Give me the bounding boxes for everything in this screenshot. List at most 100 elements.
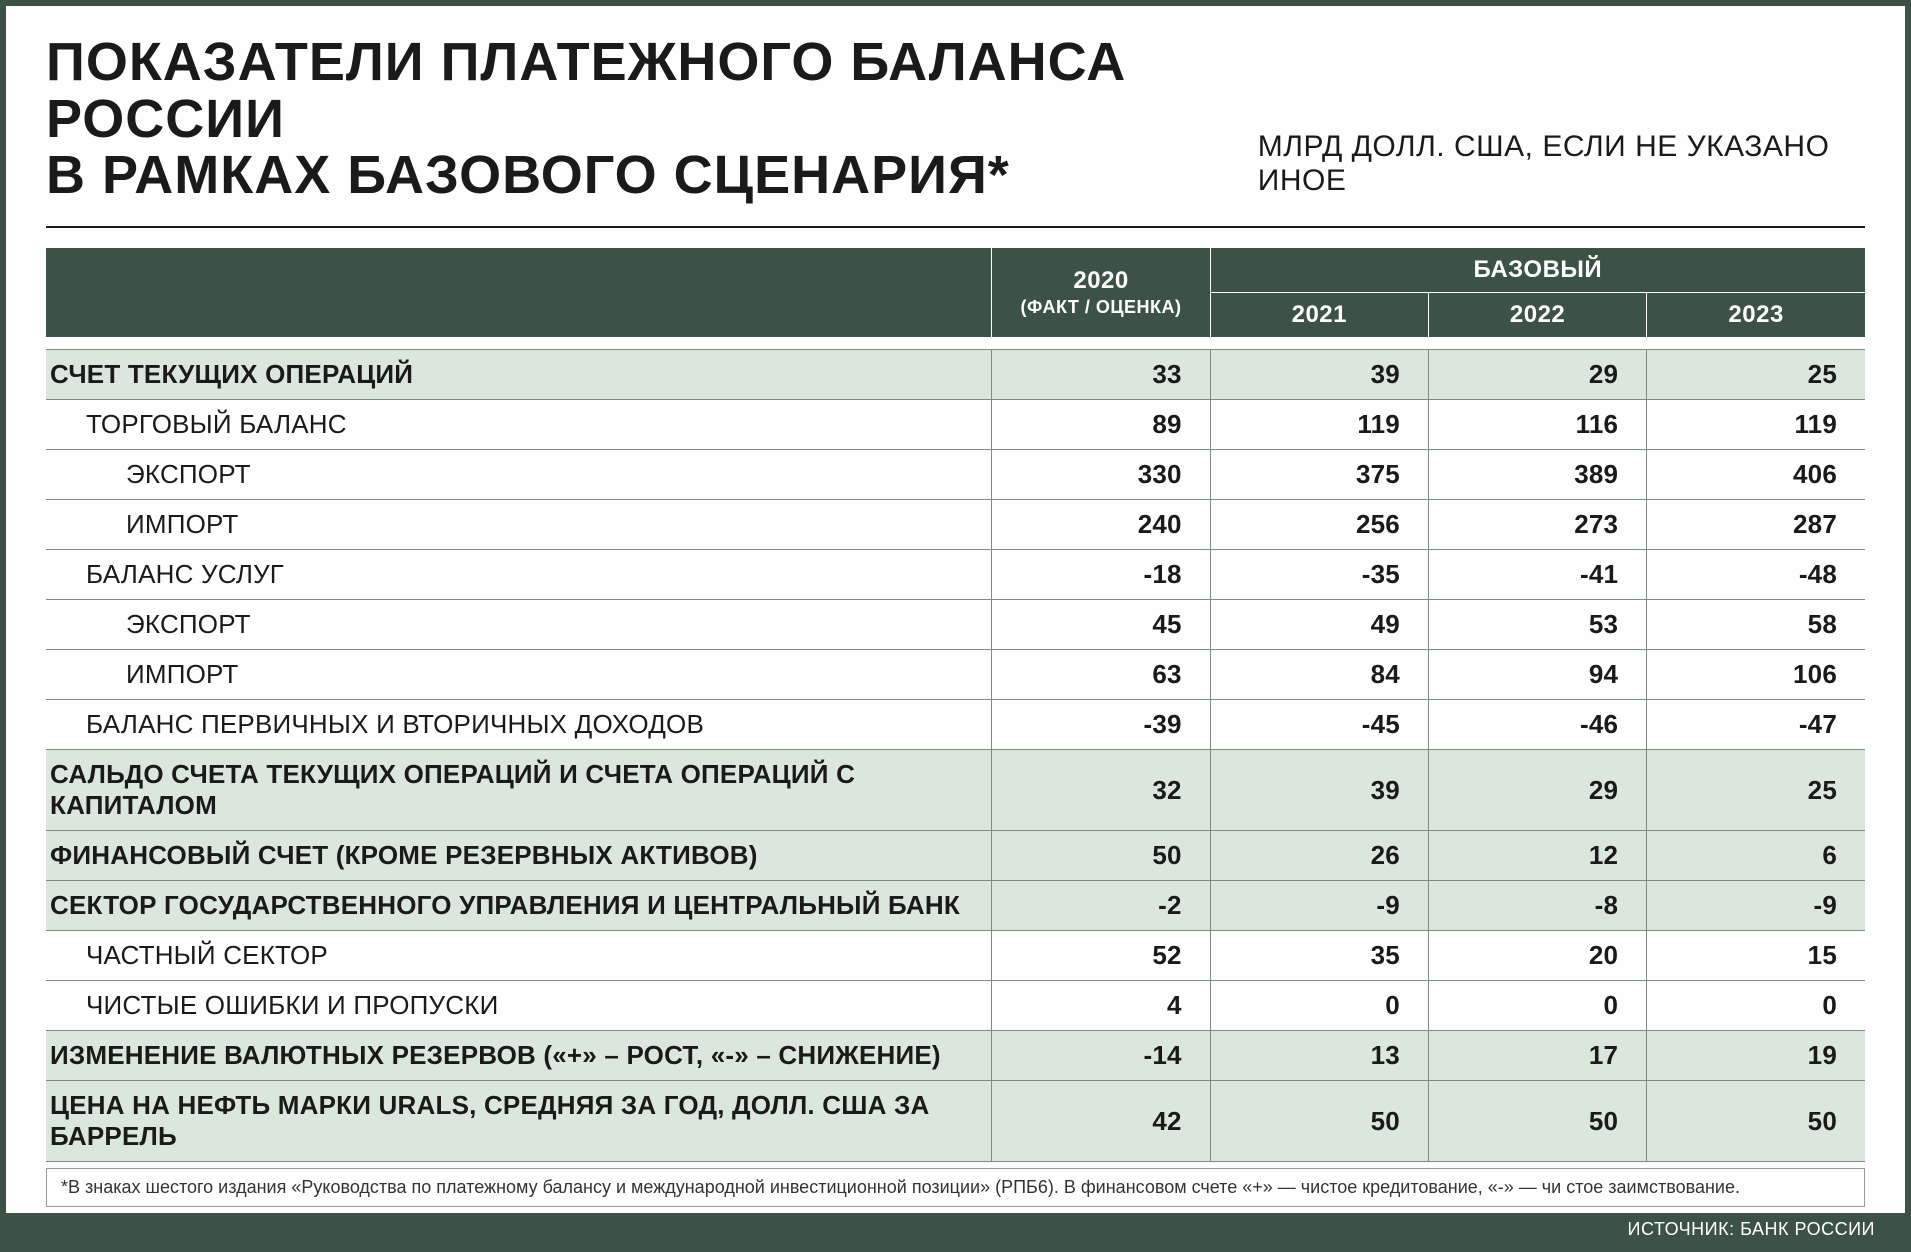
row-value: 273 — [1428, 500, 1646, 550]
row-value: 50 — [1428, 1081, 1646, 1162]
row-value: 33 — [992, 350, 1210, 400]
row-value: -18 — [992, 550, 1210, 600]
row-value: 20 — [1428, 931, 1646, 981]
row-value: 330 — [992, 450, 1210, 500]
title-block: ПОКАЗАТЕЛИ ПЛАТЕЖНОГО БАЛАНСА РОССИИ В Р… — [46, 34, 1865, 228]
row-label: ЧИСТЫЕ ОШИБКИ И ПРОПУСКИ — [46, 981, 992, 1031]
row-label: ФИНАНСОВЫЙ СЧЕТ (КРОМЕ РЕЗЕРВНЫХ АКТИВОВ… — [46, 831, 992, 881]
table-body: СЧЕТ ТЕКУЩИХ ОПЕРАЦИЙ33392925ТОРГОВЫЙ БА… — [46, 350, 1865, 1162]
row-value: 240 — [992, 500, 1210, 550]
row-value: -41 — [1428, 550, 1646, 600]
table-row: ФИНАНСОВЫЙ СЧЕТ (КРОМЕ РЕЗЕРВНЫХ АКТИВОВ… — [46, 831, 1865, 881]
row-value: -2 — [992, 881, 1210, 931]
table-row: САЛЬДО СЧЕТА ТЕКУЩИХ ОПЕРАЦИЙ И СЧЕТА ОП… — [46, 750, 1865, 831]
row-value: -45 — [1210, 700, 1428, 750]
row-label: ЭКСПОРТ — [46, 600, 992, 650]
row-label: СЧЕТ ТЕКУЩИХ ОПЕРАЦИЙ — [46, 350, 992, 400]
col-2021: 2021 — [1210, 293, 1428, 338]
row-value: 287 — [1647, 500, 1865, 550]
row-value: -35 — [1210, 550, 1428, 600]
row-label: ИМПОРТ — [46, 500, 992, 550]
row-value: 63 — [992, 650, 1210, 700]
row-value: 119 — [1210, 400, 1428, 450]
table-row: ТОРГОВЫЙ БАЛАНС89119116119 — [46, 400, 1865, 450]
outer-frame: ПОКАЗАТЕЛИ ПЛАТЕЖНОГО БАЛАНСА РОССИИ В Р… — [0, 0, 1911, 1252]
row-value: 256 — [1210, 500, 1428, 550]
table-row: БАЛАНС УСЛУГ-18-35-41-48 — [46, 550, 1865, 600]
col-2023: 2023 — [1647, 293, 1865, 338]
row-value: -39 — [992, 700, 1210, 750]
row-value: -8 — [1428, 881, 1646, 931]
row-label: САЛЬДО СЧЕТА ТЕКУЩИХ ОПЕРАЦИЙ И СЧЕТА ОП… — [46, 750, 992, 831]
table-row: ЧАСТНЫЙ СЕКТОР52352015 — [46, 931, 1865, 981]
row-label: ЦЕНА НА НЕФТЬ МАРКИ URALS, СРЕДНЯЯ ЗА ГО… — [46, 1081, 992, 1162]
row-value: 15 — [1647, 931, 1865, 981]
table-row: СЕКТОР ГОСУДАРСТВЕННОГО УПРАВЛЕНИЯ И ЦЕН… — [46, 881, 1865, 931]
row-value: 42 — [992, 1081, 1210, 1162]
table-row: ЦЕНА НА НЕФТЬ МАРКИ URALS, СРЕДНЯЯ ЗА ГО… — [46, 1081, 1865, 1162]
row-value: 6 — [1647, 831, 1865, 881]
row-label: БАЛАНС УСЛУГ — [46, 550, 992, 600]
row-value: 12 — [1428, 831, 1646, 881]
row-value: 25 — [1647, 350, 1865, 400]
col-2020-label: 2020 — [1073, 267, 1128, 294]
row-value: -9 — [1210, 881, 1428, 931]
col-2020: 2020 (ФАКТ / ОЦЕНКА) — [992, 248, 1210, 338]
table-row: ИЗМЕНЕНИЕ ВАЛЮТНЫХ РЕЗЕРВОВ («+» – РОСТ,… — [46, 1031, 1865, 1081]
col-2020-sub: (ФАКТ / ОЦЕНКА) — [996, 297, 1205, 318]
row-value: 39 — [1210, 350, 1428, 400]
row-value: 35 — [1210, 931, 1428, 981]
table-row: ЭКСПОРТ330375389406 — [46, 450, 1865, 500]
table-row: ЧИСТЫЕ ОШИБКИ И ПРОПУСКИ4000 — [46, 981, 1865, 1031]
row-value: 50 — [1210, 1081, 1428, 1162]
row-value: 29 — [1428, 750, 1646, 831]
row-label: ИМПОРТ — [46, 650, 992, 700]
balance-table: 2020 (ФАКТ / ОЦЕНКА) БАЗОВЫЙ 2021 2022 2… — [46, 248, 1865, 1162]
table-row: БАЛАНС ПЕРВИЧНЫХ И ВТОРИЧНЫХ ДОХОДОВ-39-… — [46, 700, 1865, 750]
row-value: 0 — [1210, 981, 1428, 1031]
page-title: ПОКАЗАТЕЛИ ПЛАТЕЖНОГО БАЛАНСА РОССИИ В Р… — [46, 34, 1258, 204]
row-value: 32 — [992, 750, 1210, 831]
row-value: -46 — [1428, 700, 1646, 750]
row-label: ИЗМЕНЕНИЕ ВАЛЮТНЫХ РЕЗЕРВОВ («+» – РОСТ,… — [46, 1031, 992, 1081]
row-value: -47 — [1647, 700, 1865, 750]
row-label: БАЛАНС ПЕРВИЧНЫХ И ВТОРИЧНЫХ ДОХОДОВ — [46, 700, 992, 750]
row-value: 50 — [992, 831, 1210, 881]
source-bar: ИСТОЧНИК: БАНК РОССИИ — [6, 1213, 1905, 1246]
row-label: ЧАСТНЫЙ СЕКТОР — [46, 931, 992, 981]
title-line-2: В РАМКАХ БАЗОВОГО СЦЕНАРИЯ* — [46, 145, 1010, 205]
row-value: 39 — [1210, 750, 1428, 831]
row-value: 45 — [992, 600, 1210, 650]
row-value: -48 — [1647, 550, 1865, 600]
row-value: 17 — [1428, 1031, 1646, 1081]
row-value: 13 — [1210, 1031, 1428, 1081]
row-label: ЭКСПОРТ — [46, 450, 992, 500]
row-value: 0 — [1647, 981, 1865, 1031]
table-row: СЧЕТ ТЕКУЩИХ ОПЕРАЦИЙ33392925 — [46, 350, 1865, 400]
row-value: 119 — [1647, 400, 1865, 450]
row-value: 94 — [1428, 650, 1646, 700]
row-value: 49 — [1210, 600, 1428, 650]
page-subtitle: МЛРД ДОЛЛ. США, ЕСЛИ НЕ УКАЗАНО ИНОЕ — [1258, 130, 1865, 204]
table-row: ИМПОРТ240256273287 — [46, 500, 1865, 550]
row-value: -14 — [992, 1031, 1210, 1081]
col-2022: 2022 — [1428, 293, 1646, 338]
row-value: -9 — [1647, 881, 1865, 931]
row-value: 89 — [992, 400, 1210, 450]
row-value: 406 — [1647, 450, 1865, 500]
row-value: 375 — [1210, 450, 1428, 500]
row-value: 50 — [1647, 1081, 1865, 1162]
row-value: 84 — [1210, 650, 1428, 700]
row-label: ТОРГОВЫЙ БАЛАНС — [46, 400, 992, 450]
row-value: 58 — [1647, 600, 1865, 650]
page-content: ПОКАЗАТЕЛИ ПЛАТЕЖНОГО БАЛАНСА РОССИИ В Р… — [6, 6, 1905, 1246]
row-value: 25 — [1647, 750, 1865, 831]
row-value: 4 — [992, 981, 1210, 1031]
row-label: СЕКТОР ГОСУДАРСТВЕННОГО УПРАВЛЕНИЯ И ЦЕН… — [46, 881, 992, 931]
table-row: ИМПОРТ638494106 — [46, 650, 1865, 700]
row-value: 106 — [1647, 650, 1865, 700]
title-line-1: ПОКАЗАТЕЛИ ПЛАТЕЖНОГО БАЛАНСА РОССИИ — [46, 32, 1126, 149]
row-value: 53 — [1428, 600, 1646, 650]
row-value: 0 — [1428, 981, 1646, 1031]
table-row: ЭКСПОРТ45495358 — [46, 600, 1865, 650]
